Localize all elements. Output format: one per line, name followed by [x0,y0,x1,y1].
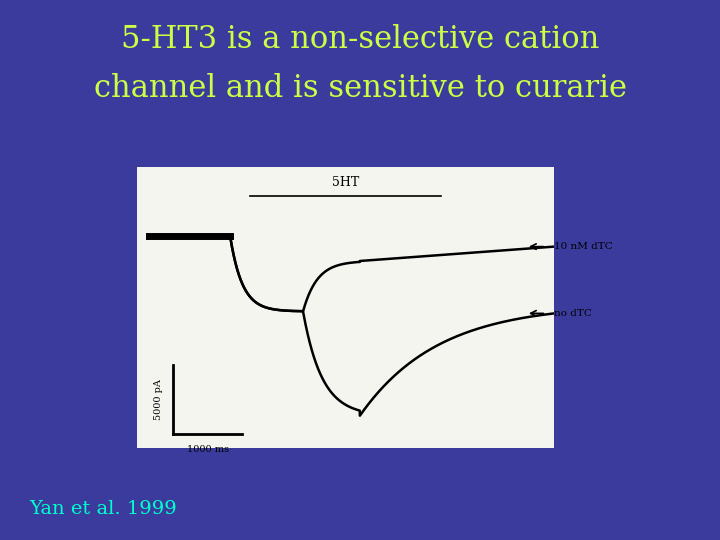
Text: Yan et al. 1999: Yan et al. 1999 [29,501,176,518]
Text: 10 nM dTC: 10 nM dTC [554,242,613,251]
Text: 5HT: 5HT [332,176,359,189]
Text: no dTC: no dTC [554,309,593,318]
Text: 5000 pA: 5000 pA [154,379,163,420]
Text: 1000 ms: 1000 ms [186,444,229,454]
Text: channel and is sensitive to curarie: channel and is sensitive to curarie [94,73,626,104]
Text: 5-HT3 is a non-selective cation: 5-HT3 is a non-selective cation [121,24,599,55]
